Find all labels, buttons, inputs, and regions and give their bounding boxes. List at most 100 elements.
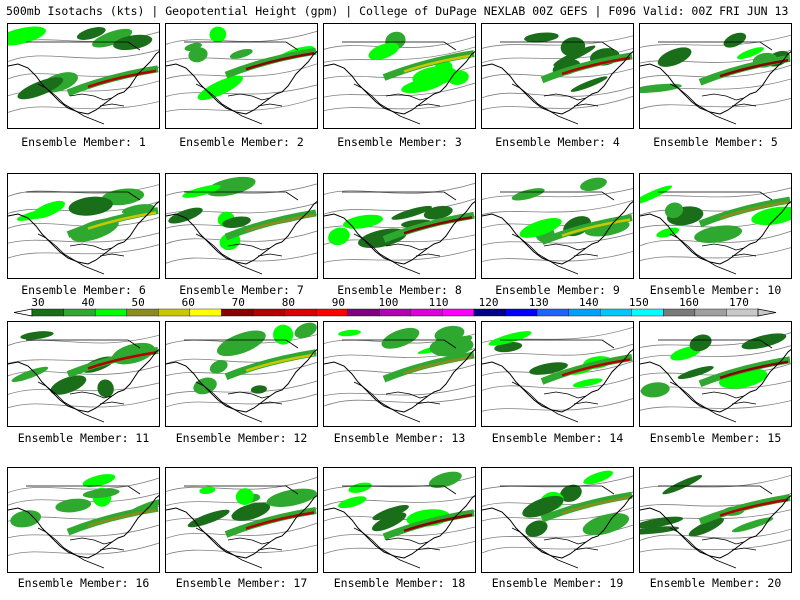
gulf-coast [69, 93, 113, 101]
height-contour [166, 393, 317, 408]
coastline [640, 200, 791, 265]
mexico-coast [511, 83, 579, 125]
colorbar-swatch [663, 308, 696, 317]
mexico-coast [195, 233, 263, 275]
isotach-swath [209, 360, 228, 374]
isotach-swath [209, 26, 227, 43]
isotach-swath [343, 214, 384, 229]
jet-streak [224, 209, 317, 241]
colorbar-swatch [189, 308, 222, 317]
height-contour [8, 217, 159, 229]
gulf-coast [69, 537, 113, 545]
isotach-swath [381, 327, 420, 349]
coastline [324, 50, 475, 115]
isotach-swath [235, 488, 254, 505]
isotach-swath [222, 216, 251, 229]
us-canada-border [500, 485, 615, 495]
mexico-coast [353, 527, 421, 569]
colorbar-tick-label: 60 [182, 296, 195, 309]
gulf-coast [69, 243, 113, 251]
colorbar-swatch [599, 308, 633, 317]
jet-streak [66, 346, 159, 378]
height-contour [482, 537, 633, 554]
height-contour [166, 252, 317, 264]
height-contour [482, 250, 633, 262]
coastline [482, 200, 633, 265]
us-canada-border [184, 41, 299, 51]
gulf-coast [385, 537, 429, 545]
colorbar-left-arrow [13, 308, 33, 317]
colorbar-tick-label: 40 [81, 296, 94, 309]
coastline [482, 494, 633, 559]
height-contour [640, 64, 791, 79]
colorbar-tick-label: 160 [679, 296, 699, 309]
colorbar-tick-label: 130 [529, 296, 549, 309]
height-contour [482, 376, 633, 391]
us-canada-border [26, 41, 141, 51]
mexico-coast [353, 381, 421, 423]
height-contour [8, 101, 159, 113]
isotach-swath [525, 520, 548, 537]
height-contour [166, 30, 317, 45]
isotach-swath [723, 32, 747, 48]
cuba-outline [415, 253, 441, 257]
colorbar-swatch [284, 308, 317, 317]
colorbar-swatch [126, 308, 159, 317]
jet-core [719, 360, 789, 379]
jet-core [561, 495, 631, 515]
gulf-coast [385, 243, 429, 251]
isotach-swath [429, 336, 474, 357]
colorbar-swatch [221, 308, 254, 317]
isotach-swath [348, 482, 372, 493]
member-caption-3: Ensemble Member: 3 [337, 135, 462, 149]
height-contour [8, 49, 159, 62]
colorbar-swatch [473, 308, 506, 317]
cuba-outline [257, 253, 283, 257]
member-caption-15: Ensemble Member: 15 [649, 431, 782, 445]
height-contour [482, 398, 633, 412]
isotach-swath [55, 498, 92, 513]
member-caption-8: Ensemble Member: 8 [337, 283, 462, 297]
jet-core [719, 498, 789, 517]
height-contour [166, 380, 317, 396]
map-panel-member-19 [481, 467, 634, 573]
isotach-swath [371, 512, 407, 532]
map-panel-member-20 [639, 467, 792, 573]
isotach-swath [529, 362, 568, 375]
jet-core [245, 353, 315, 372]
height-contour [166, 476, 317, 492]
gulf-coast [69, 391, 113, 399]
height-contour [8, 542, 159, 556]
coastline [324, 200, 475, 265]
mexico-coast [37, 83, 105, 125]
jet-core [87, 351, 157, 370]
jet-streak [224, 507, 317, 538]
height-contour [324, 540, 475, 555]
mexico-coast [511, 233, 579, 275]
isotach-swath [168, 207, 203, 224]
wind-speed-colorbar: 30 40 50 60 70 80 90 100 110 120 130 140 150 160 170 [10, 296, 790, 318]
colorbar-swatch [536, 308, 570, 317]
colorbar-tick-label: 50 [132, 296, 145, 309]
jet-core [403, 355, 473, 375]
jet-core [719, 200, 789, 220]
isotach-swath [433, 60, 453, 76]
mexico-coast [195, 83, 263, 125]
colorbar-swatch [63, 308, 96, 317]
isotach-swath [664, 202, 684, 219]
coastline [8, 348, 159, 413]
jet-streak [66, 207, 159, 238]
height-contour [640, 97, 791, 110]
isotach-swath [657, 47, 692, 67]
colorbar-swatch [94, 308, 128, 317]
gulf-coast [227, 537, 271, 545]
height-contour [8, 477, 159, 493]
height-contour [8, 524, 159, 539]
jet-streak [382, 50, 475, 81]
map-panel-member-2 [165, 23, 318, 129]
colorbar-swatch [31, 308, 65, 317]
isotach-swath [640, 83, 682, 93]
gulf-coast [227, 243, 271, 251]
isotach-swath [519, 218, 562, 238]
height-contour [640, 247, 791, 262]
